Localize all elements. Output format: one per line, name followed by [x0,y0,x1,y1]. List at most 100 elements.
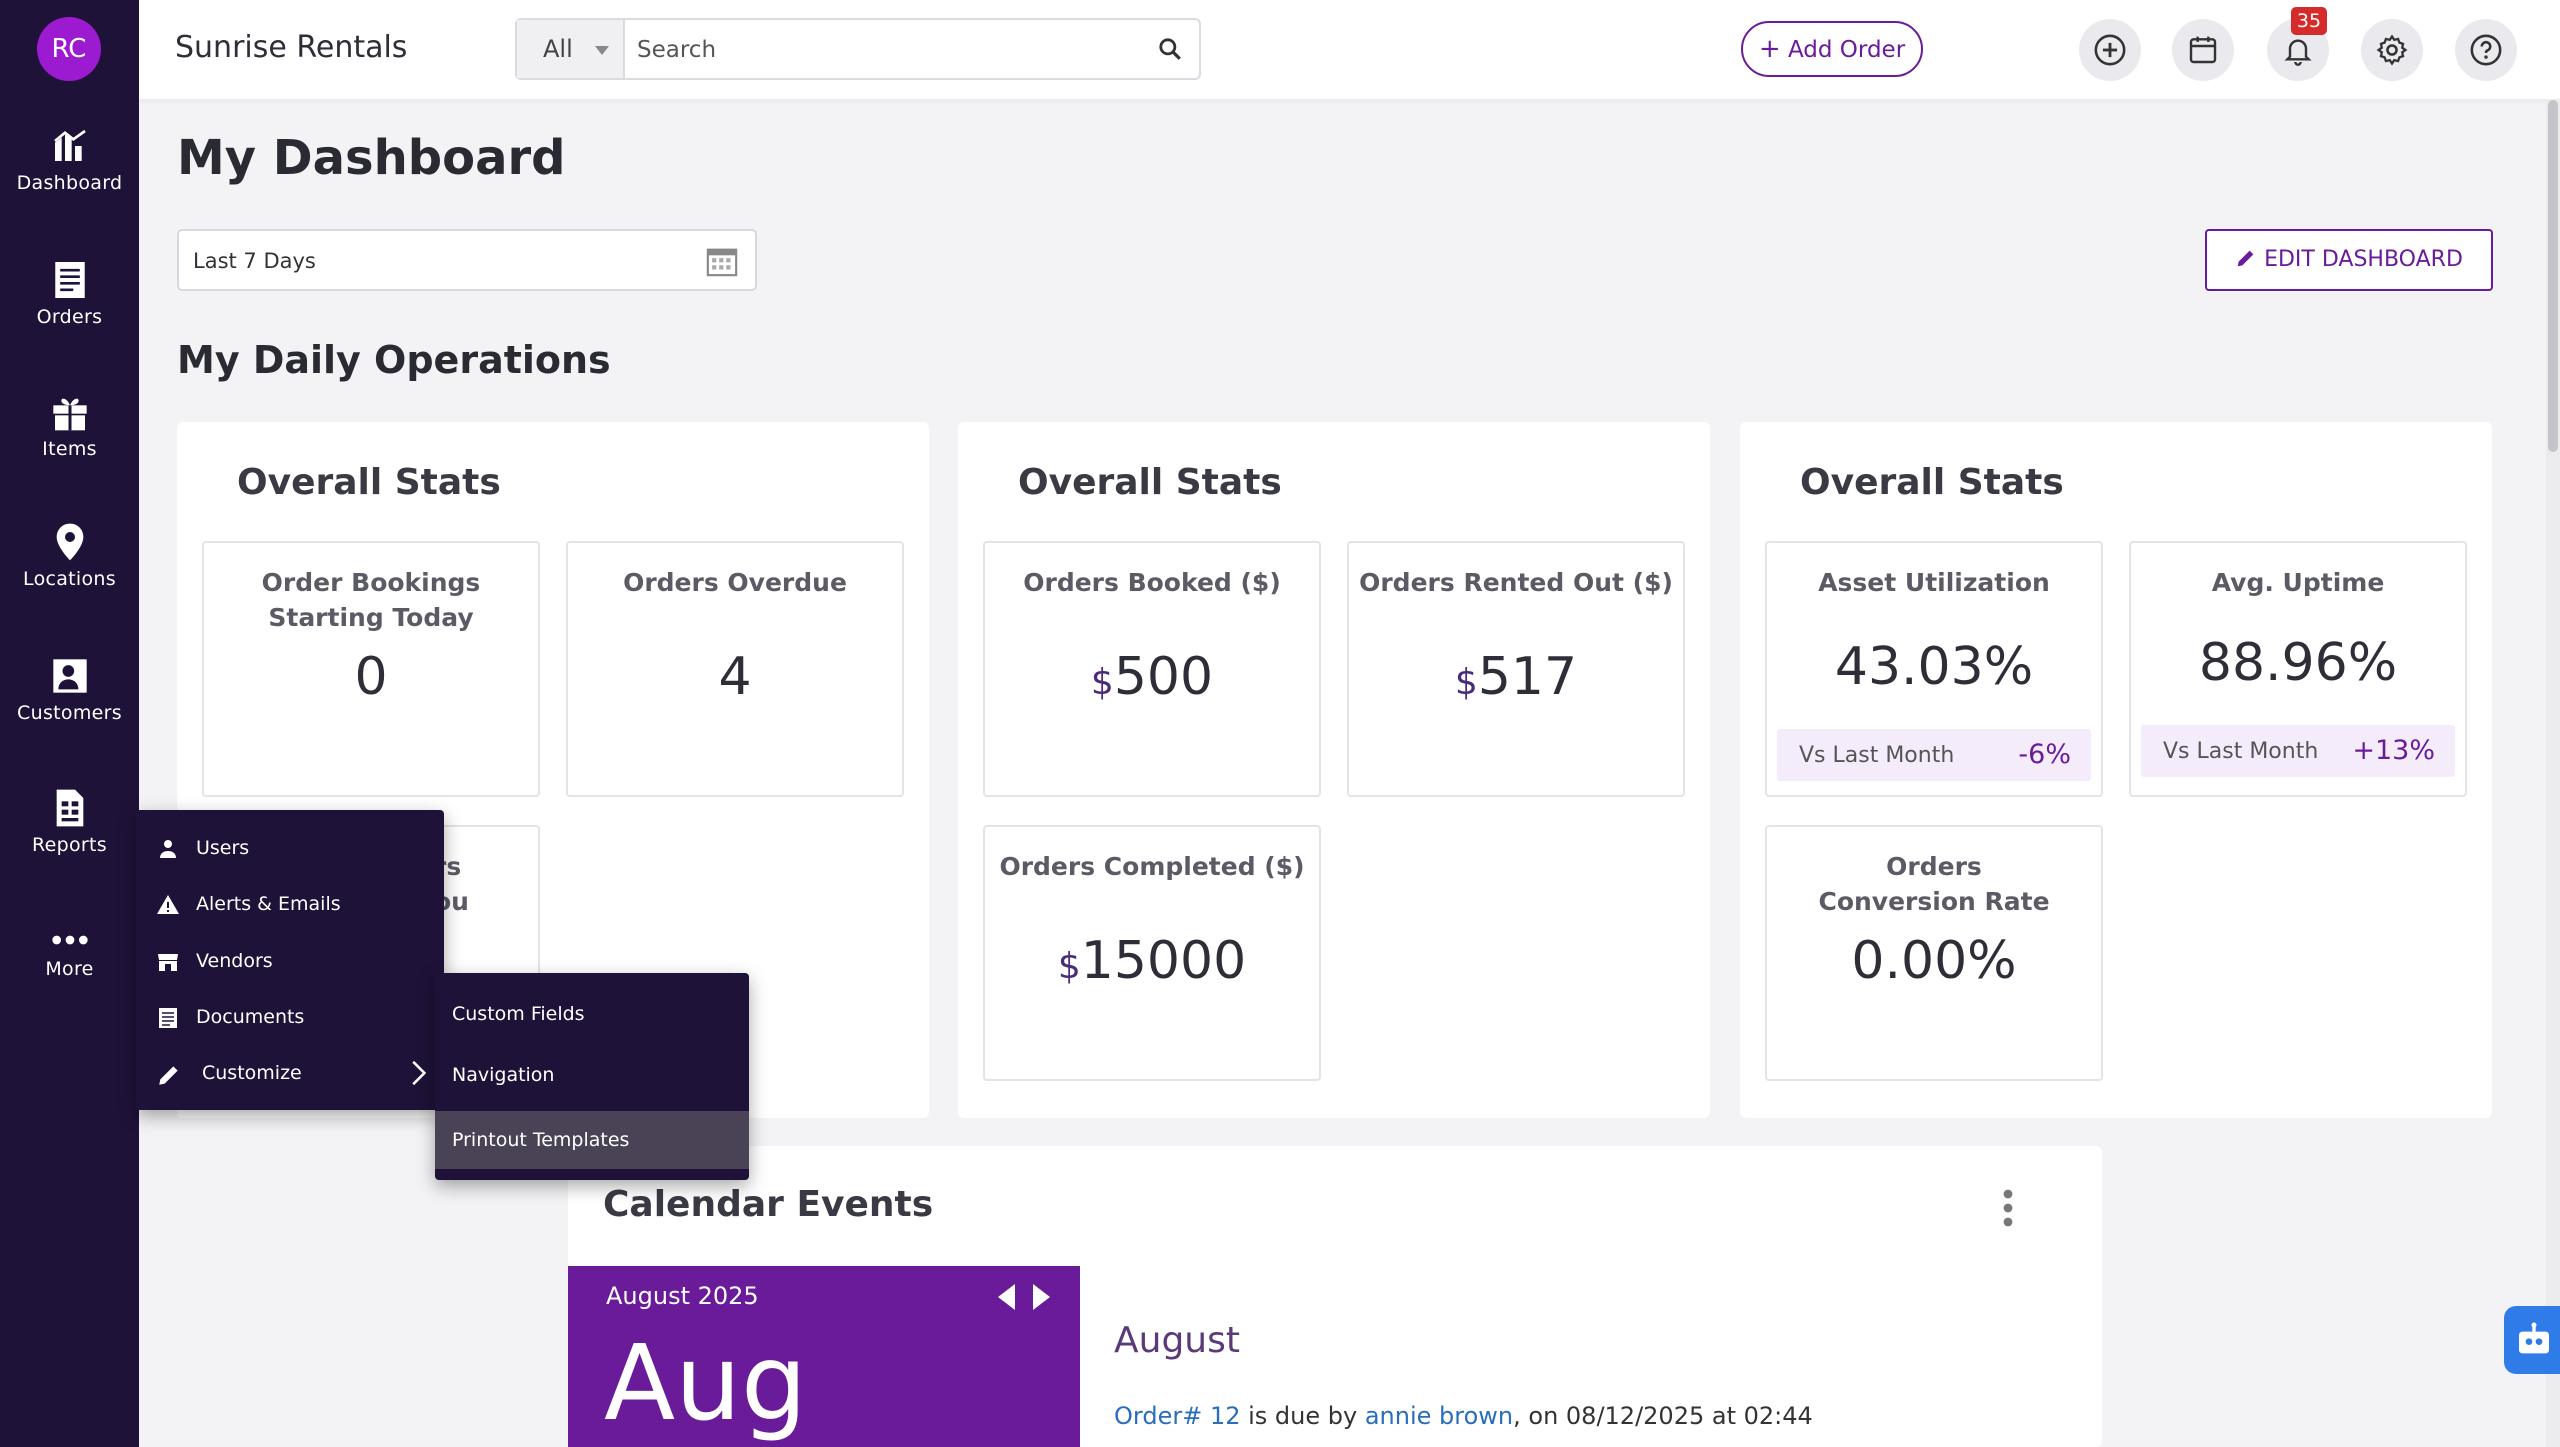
robot-icon [2519,1322,2549,1354]
menu-item-label: Documents [196,1006,305,1028]
submenu-item-custom-fields[interactable]: Custom Fields [435,985,749,1043]
nav-item-items[interactable]: Items [0,392,139,460]
menu-item-users[interactable]: Users [136,821,444,877]
search-bar: All [515,18,1201,80]
calendar-month-year: August 2025 [606,1282,759,1310]
calendar-events-panel: Calendar Events August 2025 Aug August O… [568,1146,2102,1447]
menu-item-label: Users [196,837,250,859]
nav-item-reports[interactable]: Reports [0,788,139,856]
avatar[interactable]: RC [37,17,101,81]
submenu-item-navigation[interactable]: Navigation [435,1046,749,1104]
chevron-right-icon [412,1060,426,1086]
prev-month-icon[interactable] [998,1284,1015,1310]
stats-panel-orders: Overall Stats Order Bookings Starting To… [177,422,929,1118]
calendar-event: Order# 12 is due by annie brown, on 08/1… [1114,1402,1813,1430]
stat-value: $500 [985,647,1319,707]
panel-title: Calendar Events [603,1184,934,1225]
stat-number: 500 [1113,647,1214,707]
next-month-icon[interactable] [1033,1284,1050,1310]
pencil-icon [2237,250,2254,267]
quick-add-button[interactable] [2079,19,2141,81]
stat-label: Orders Booked ($) [1023,568,1281,597]
order-link[interactable]: Order# 12 [1114,1402,1241,1430]
items-icon [52,398,87,431]
stat-value: 43.03% [1834,637,2034,697]
stat-card-orders-booked[interactable]: Orders Booked ($) $500 [983,541,1321,797]
stat-card-bookings-today[interactable]: Order Bookings Starting Today 0 [202,541,540,797]
vs-value: +13% [2352,735,2435,766]
menu-item-customize[interactable]: Customize [136,1046,444,1102]
search-icon[interactable] [1157,36,1183,62]
stat-card-avg-uptime[interactable]: Avg. Uptime 88.96% Vs Last Month +13% [2129,541,2467,797]
calendar-month-heading: August [1114,1320,1240,1361]
nav-item-more[interactable]: More [0,928,139,980]
scrollbar-thumb[interactable] [2548,100,2558,452]
caret-down-icon [595,46,609,55]
customers-icon [52,659,87,693]
stat-value: 4 [718,647,752,707]
search-scope-select[interactable]: All [517,20,625,78]
bell-icon [2284,39,2312,66]
nav-item-locations[interactable]: Locations [0,522,139,590]
add-order-button[interactable]: + Add Order [1741,21,1923,77]
stat-card-orders-rented-out[interactable]: Orders Rented Out ($) $517 [1347,541,1685,797]
stats-panel-assets: Overall Stats Asset Utilization 43.03% V… [1740,422,2492,1118]
currency-symbol: $ [1454,662,1478,703]
stat-card-conversion-rate[interactable]: Orders Conversion Rate 0.00% [1765,825,2103,1081]
search-input[interactable] [635,28,1139,72]
nav-item-customers[interactable]: Customers [0,656,139,724]
settings-button[interactable] [2361,19,2423,81]
customize-submenu: Custom Fields Navigation Printout Templa… [435,973,749,1180]
stat-number: 15000 [1080,931,1247,991]
nav-item-dashboard[interactable]: Dashboard [0,126,139,194]
panel-title: Overall Stats [237,462,501,503]
stat-label: Asset Utilization [1818,568,2050,597]
stat-card-orders-completed[interactable]: Orders Completed ($) $15000 [983,825,1321,1081]
edit-dashboard-button[interactable]: EDIT DASHBOARD [2205,229,2493,291]
panel-title: Overall Stats [1018,462,1282,503]
nav-label: Reports [32,834,107,856]
nav-label: Locations [23,568,116,590]
nav-label: Items [42,438,97,460]
stat-label-fragment: ou [434,887,469,916]
store-icon [158,954,178,971]
stat-card-asset-utilization[interactable]: Asset Utilization 43.03% Vs Last Month -… [1765,541,2103,797]
sidebar: RC Dashboard Orders Items Locations Cust… [0,0,139,1447]
nav-label: More [45,958,94,980]
submenu-item-printout-templates[interactable]: Printout Templates [435,1111,749,1169]
menu-item-alerts-emails[interactable]: Alerts & Emails [136,877,444,933]
stat-value: $517 [1349,647,1683,707]
menu-item-documents[interactable]: Documents [136,990,444,1046]
stat-number: 517 [1477,647,1578,707]
stat-label: Orders Completed ($) [999,852,1305,881]
event-text: , on 08/12/2025 at 02:44 [1513,1402,1813,1430]
vs-label: Vs Last Month [1799,743,1955,768]
vs-value: -6% [2018,739,2071,770]
chatbot-button[interactable] [2504,1306,2560,1374]
menu-item-vendors[interactable]: Vendors [136,934,444,990]
currency-symbol: $ [1090,662,1114,703]
customer-link[interactable]: annie brown [1364,1402,1514,1430]
location-pin-icon [56,523,83,561]
page-title: My Dashboard [177,130,566,186]
calendar-month-header: August 2025 Aug [568,1266,1080,1447]
stat-label-fragment: rs [434,852,462,881]
menu-item-label: Customize [202,1062,302,1084]
calendar-icon [2189,36,2217,64]
help-button[interactable] [2455,19,2517,81]
notification-badge: 35 [2291,7,2327,35]
calendar-button[interactable] [2172,19,2234,81]
add-order-label: Add Order [1787,37,1906,63]
nav-label: Dashboard [16,172,123,194]
stat-label: Order Bookings Starting Today [261,568,481,632]
stat-value: 0 [354,647,388,707]
more-dots-icon [51,935,88,945]
top-bar: Sunrise Rentals All [139,0,2560,99]
nav-label: Customers [17,702,122,724]
dashboard-icon [53,129,86,161]
date-range-picker[interactable]: Last 7 Days [177,229,757,291]
stat-card-orders-overdue[interactable]: Orders Overdue 4 [566,541,904,797]
reports-icon [56,789,83,827]
nav-item-orders[interactable]: Orders [0,260,139,328]
kebab-menu-icon[interactable] [2002,1188,2014,1228]
